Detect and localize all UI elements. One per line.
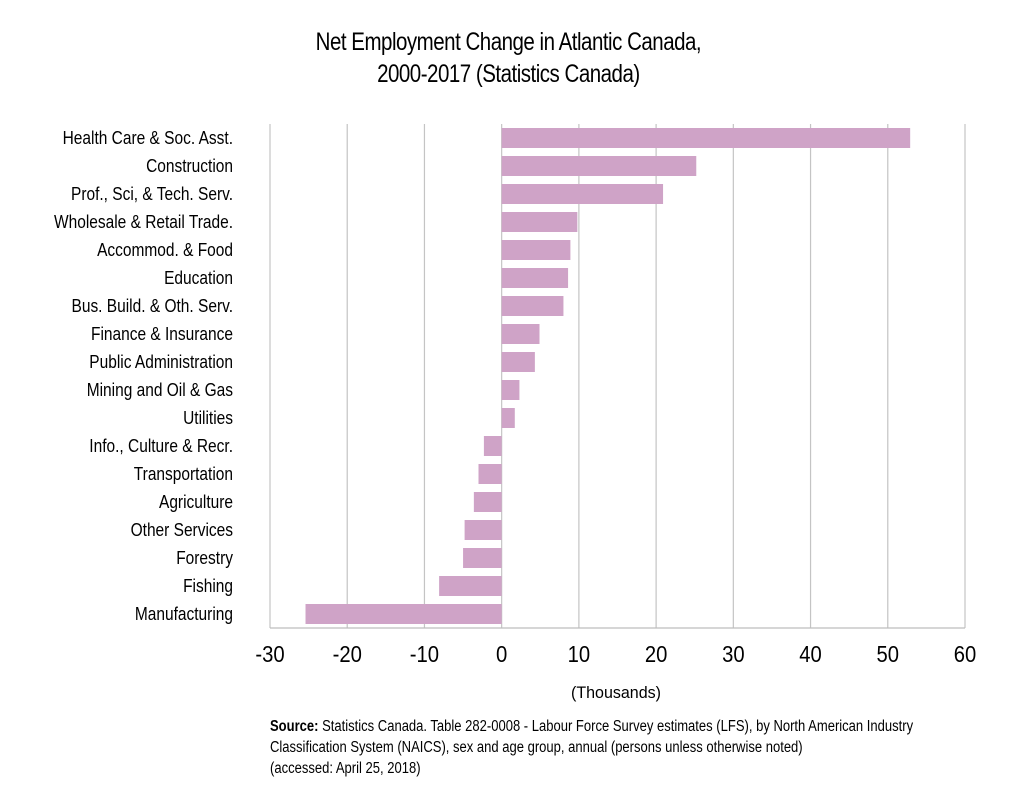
x-tick-label: 10 xyxy=(568,641,591,667)
bar xyxy=(501,380,520,400)
chart-title-line-2: 2000-2017 (Statistics Canada) xyxy=(377,60,640,88)
bar xyxy=(501,296,564,316)
x-tick-label: 30 xyxy=(722,641,745,667)
category-label: Manufacturing xyxy=(135,604,233,624)
bar xyxy=(463,548,502,568)
x-tick-label: 50 xyxy=(877,641,900,667)
bar xyxy=(439,576,502,596)
category-label: Utilities xyxy=(183,408,233,428)
category-labels: Health Care & Soc. Asst. Construction Prof… xyxy=(54,128,233,624)
bar xyxy=(501,240,571,260)
bars xyxy=(305,128,911,624)
category-label: Transportation xyxy=(134,464,233,484)
x-axis-label: (Thousands) xyxy=(571,683,661,702)
category-label: Education xyxy=(164,268,233,288)
category-label: Prof., Sci, & Tech. Serv. xyxy=(71,184,233,204)
x-tick-label: 40 xyxy=(799,641,822,667)
x-tick-label: 60 xyxy=(954,641,977,667)
bar xyxy=(501,408,515,428)
category-label: Other Services xyxy=(131,520,233,540)
x-tick-label: -20 xyxy=(333,641,362,667)
bar xyxy=(501,324,540,344)
chart-title-line-1: Net Employment Change in Atlantic Canada… xyxy=(315,28,702,56)
category-label: Agriculture xyxy=(159,492,233,512)
source-line-2: Classification System (NAICS), sex and a… xyxy=(270,739,803,756)
category-label: Wholesale & Retail Trade. xyxy=(54,212,233,232)
x-tick-label: 20 xyxy=(645,641,668,667)
source-line-3: (accessed: April 25, 2018) xyxy=(270,760,421,777)
category-label: Fishing xyxy=(183,576,233,596)
x-tick-label: -10 xyxy=(410,641,439,667)
category-label: Accommod. & Food xyxy=(97,240,233,260)
bar xyxy=(501,352,535,372)
gridlines xyxy=(269,124,966,629)
bar xyxy=(501,268,569,288)
category-label: Health Care & Soc. Asst. xyxy=(63,128,233,148)
bar xyxy=(483,436,502,456)
category-label: Finance & Insurance xyxy=(91,324,233,344)
category-label: Info., Culture & Recr. xyxy=(89,436,233,456)
x-tick-label: 0 xyxy=(496,641,507,667)
x-tick-label: -30 xyxy=(255,641,284,667)
source-label: Source: xyxy=(270,718,319,735)
category-label: Bus. Build. & Oth. Serv. xyxy=(72,296,234,316)
category-label: Mining and Oil & Gas xyxy=(87,380,233,400)
bar xyxy=(464,520,502,540)
bar xyxy=(501,184,664,204)
bar xyxy=(501,128,911,148)
bar xyxy=(501,156,697,176)
bar xyxy=(478,464,502,484)
chart-title: Net Employment Change in Atlantic Canada… xyxy=(0,26,1017,90)
category-label: Public Administration xyxy=(89,352,233,372)
source-note: Source: Statistics Canada. Table 282-000… xyxy=(270,716,1021,779)
category-label: Construction xyxy=(146,156,233,176)
x-tick-labels: -30 -20 -10 0 10 20 30 40 50 60 xyxy=(255,641,976,667)
bar xyxy=(473,492,502,512)
source-line-1: Statistics Canada. Table 282-0008 - Labo… xyxy=(318,718,914,735)
bar xyxy=(305,604,502,624)
bar xyxy=(501,212,578,232)
category-label: Forestry xyxy=(176,548,233,568)
